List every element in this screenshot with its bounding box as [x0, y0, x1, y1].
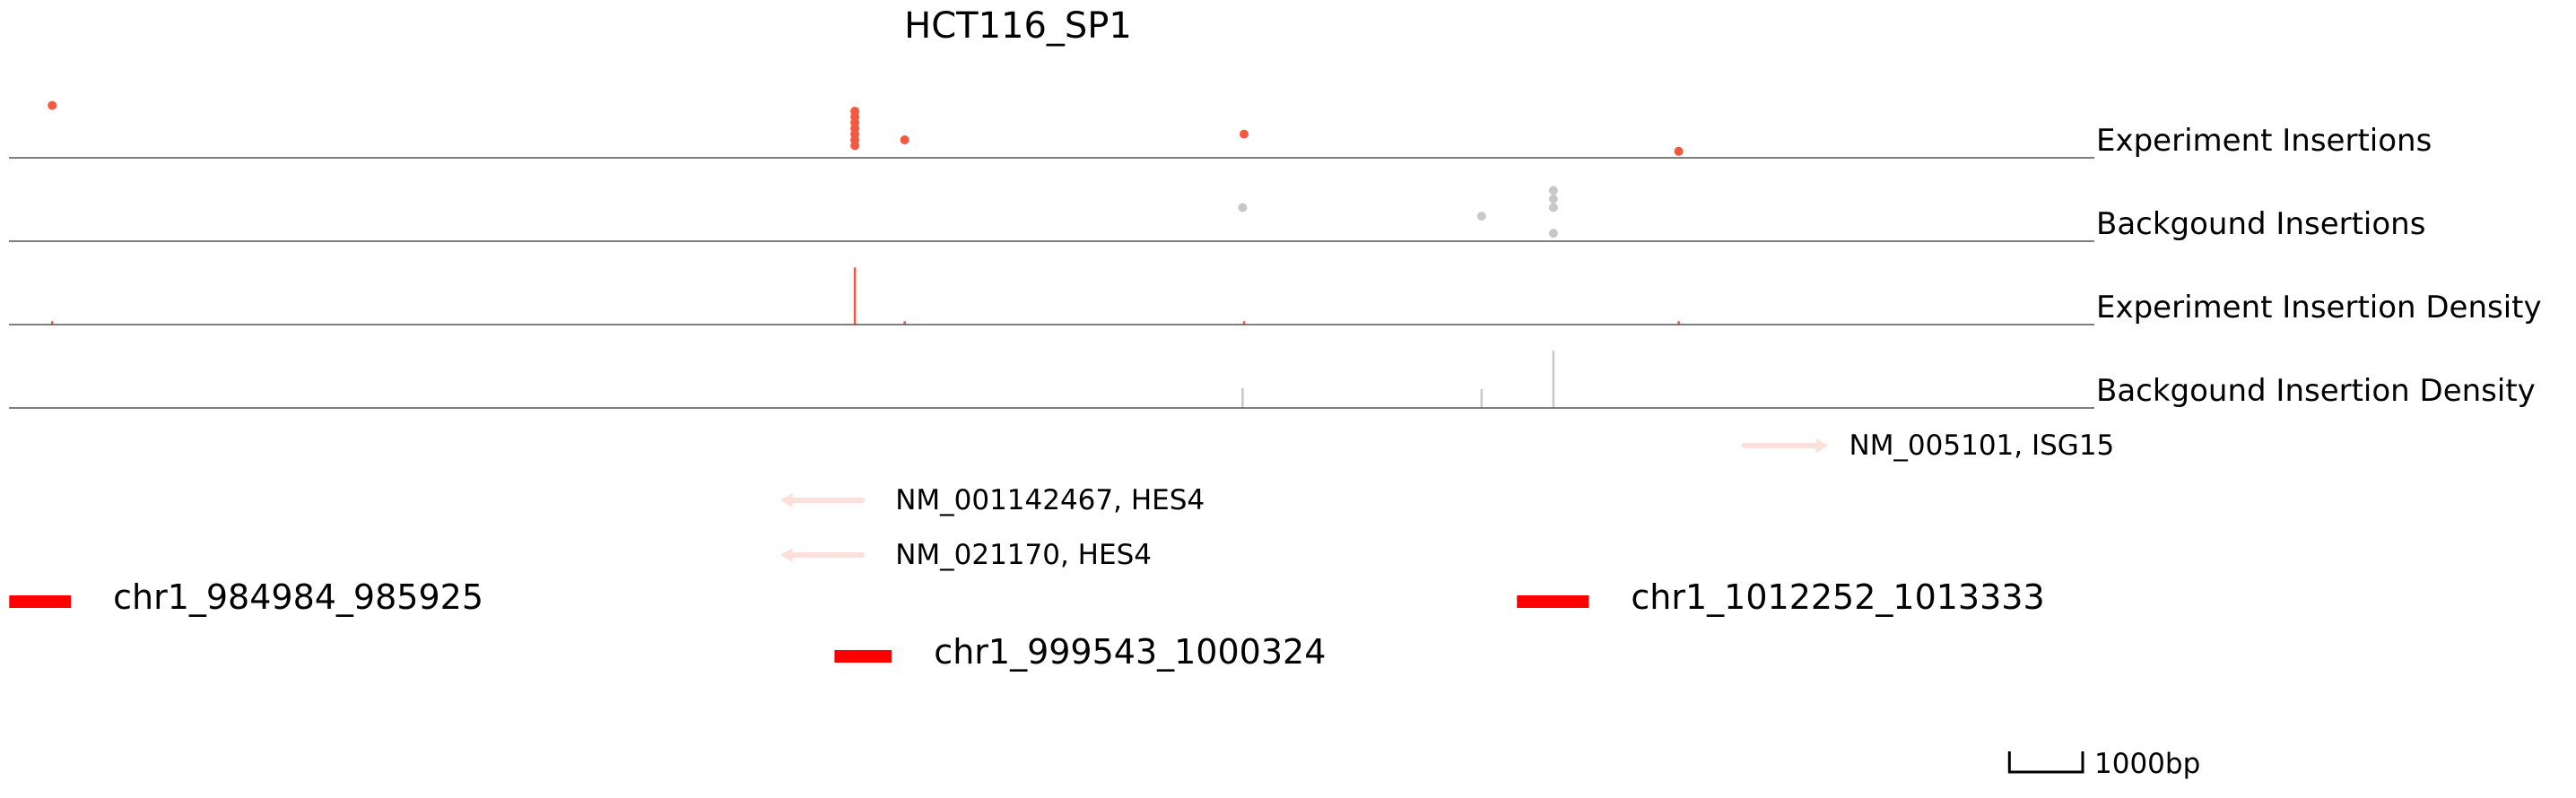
chart-title: HCT116_SP1	[904, 5, 1132, 47]
track-label: Backgound Insertions	[2096, 206, 2425, 242]
peak-bar	[9, 595, 71, 608]
peak-label: chr1_1012252_1013333	[1631, 577, 2044, 617]
track-exp_density: Experiment Insertion Density	[9, 267, 2542, 325]
track-label: Experiment Insertions	[2096, 123, 2432, 159]
gene-annotations-layer: NM_005101, ISG15 NM_001142467, HES4 NM_021…	[779, 429, 2115, 571]
scale-bar-line	[2007, 751, 2084, 774]
insertion-point	[1548, 186, 1558, 195]
peak-label: chr1_999543_1000324	[934, 632, 1326, 672]
track-label: Backgound Insertion Density	[2096, 373, 2536, 409]
peak-2: chr1_1012252_1013333	[1517, 577, 2045, 617]
track-bg_ins: Backgound Insertions	[9, 186, 2425, 242]
gene-0: NM_005101, ISG15	[1741, 429, 2115, 462]
insertion-point	[1548, 229, 1558, 239]
insertion-point	[850, 141, 860, 151]
peak-0: chr1_984984_985925	[9, 577, 483, 617]
gene-strand-arrow	[779, 548, 793, 562]
scale-bar-label: 1000bp	[2094, 748, 2200, 780]
track-exp_ins: Experiment Insertions	[9, 100, 2432, 159]
peak-label: chr1_984984_985925	[113, 577, 483, 617]
gene-strand-arrow	[1815, 438, 1829, 453]
track-label: Experiment Insertion Density	[2096, 290, 2542, 325]
insertion-point	[1476, 212, 1486, 221]
gene-label: NM_021170, HES4	[895, 539, 1152, 571]
insertion-point	[48, 100, 57, 110]
gene-strand-arrow	[779, 493, 793, 507]
peak-bar	[1517, 595, 1589, 608]
insertion-point	[1548, 203, 1558, 213]
peak-regions-layer: chr1_984984_985925 chr1_999543_1000324 chr…	[9, 577, 2045, 672]
tracks-layer: Experiment Insertions Backgound Insertion…	[9, 100, 2542, 409]
gene-label: NM_001142467, HES4	[895, 484, 1205, 516]
peak-bar	[834, 650, 892, 663]
track-bg_density: Backgound Insertion Density	[9, 351, 2536, 409]
gene-2: NM_021170, HES4	[779, 539, 1152, 571]
insertion-point	[900, 135, 909, 144]
insertion-point	[1674, 146, 1684, 156]
scale-bar: 1000bp	[2007, 748, 2200, 780]
insertion-point	[1240, 129, 1249, 139]
insertion-point	[1548, 194, 1558, 204]
gene-1: NM_001142467, HES4	[779, 484, 1205, 516]
peak-1: chr1_999543_1000324	[834, 632, 1326, 672]
gene-label: NM_005101, ISG15	[1849, 429, 2115, 462]
insertion-point	[1238, 203, 1248, 213]
